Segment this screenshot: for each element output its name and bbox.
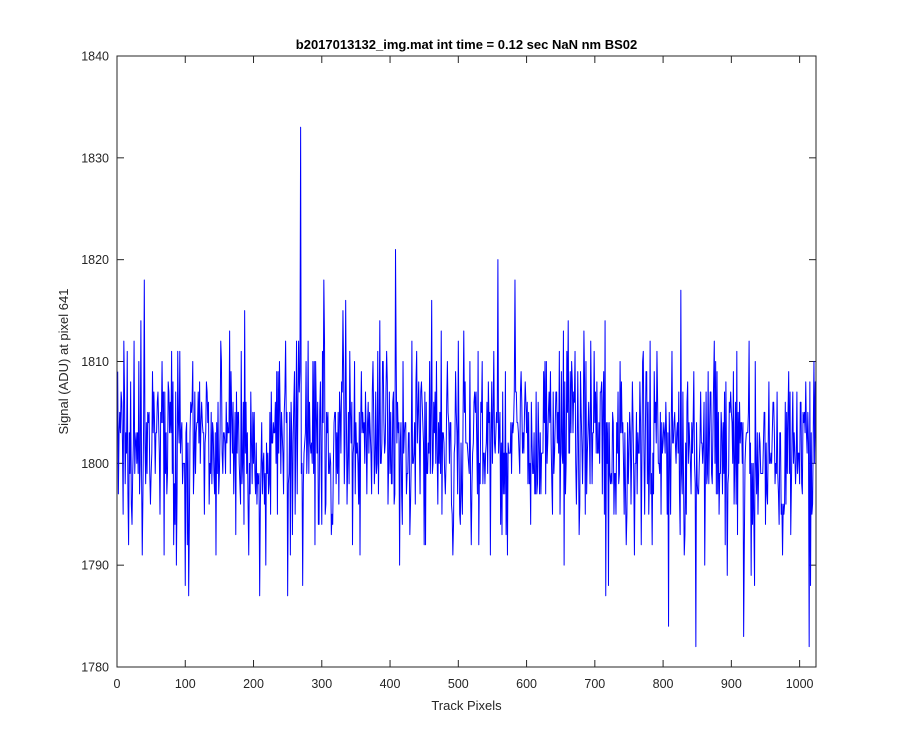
y-tick-label: 1800: [81, 457, 109, 471]
x-tick-label: 400: [380, 677, 401, 691]
y-tick-label: 1840: [81, 50, 109, 64]
y-tick-label: 1830: [81, 151, 109, 165]
series-layer: [117, 126, 817, 648]
x-tick-label: 900: [721, 677, 742, 691]
y-tick-label: 1780: [81, 661, 109, 675]
x-tick-label: 200: [243, 677, 264, 691]
chart-title: b2017013132_img.mat int time = 0.12 sec …: [296, 37, 637, 52]
x-tick-label: 100: [175, 677, 196, 691]
x-axis-label: Track Pixels: [431, 698, 502, 713]
x-tick-label: 300: [311, 677, 332, 691]
y-tick-label: 1810: [81, 355, 109, 369]
x-tick-label: 600: [516, 677, 537, 691]
x-tick-label: 800: [653, 677, 674, 691]
x-axis: 0 100 200 300 400 500 600 700 800 900 1000: [114, 56, 814, 691]
x-tick-label: 0: [114, 677, 121, 691]
y-axis: 1780 1790 1800 1810 1820 1830 1840: [81, 50, 816, 675]
x-tick-label: 700: [584, 677, 605, 691]
series-line: [117, 126, 817, 648]
plot-area: [117, 56, 816, 667]
y-tick-label: 1790: [81, 559, 109, 573]
y-axis-label: Signal (ADU) at pixel 641: [56, 289, 71, 435]
x-tick-label: 1000: [786, 677, 814, 691]
y-tick-label: 1820: [81, 253, 109, 267]
plot-box: [116, 55, 817, 668]
x-tick-label: 500: [448, 677, 469, 691]
